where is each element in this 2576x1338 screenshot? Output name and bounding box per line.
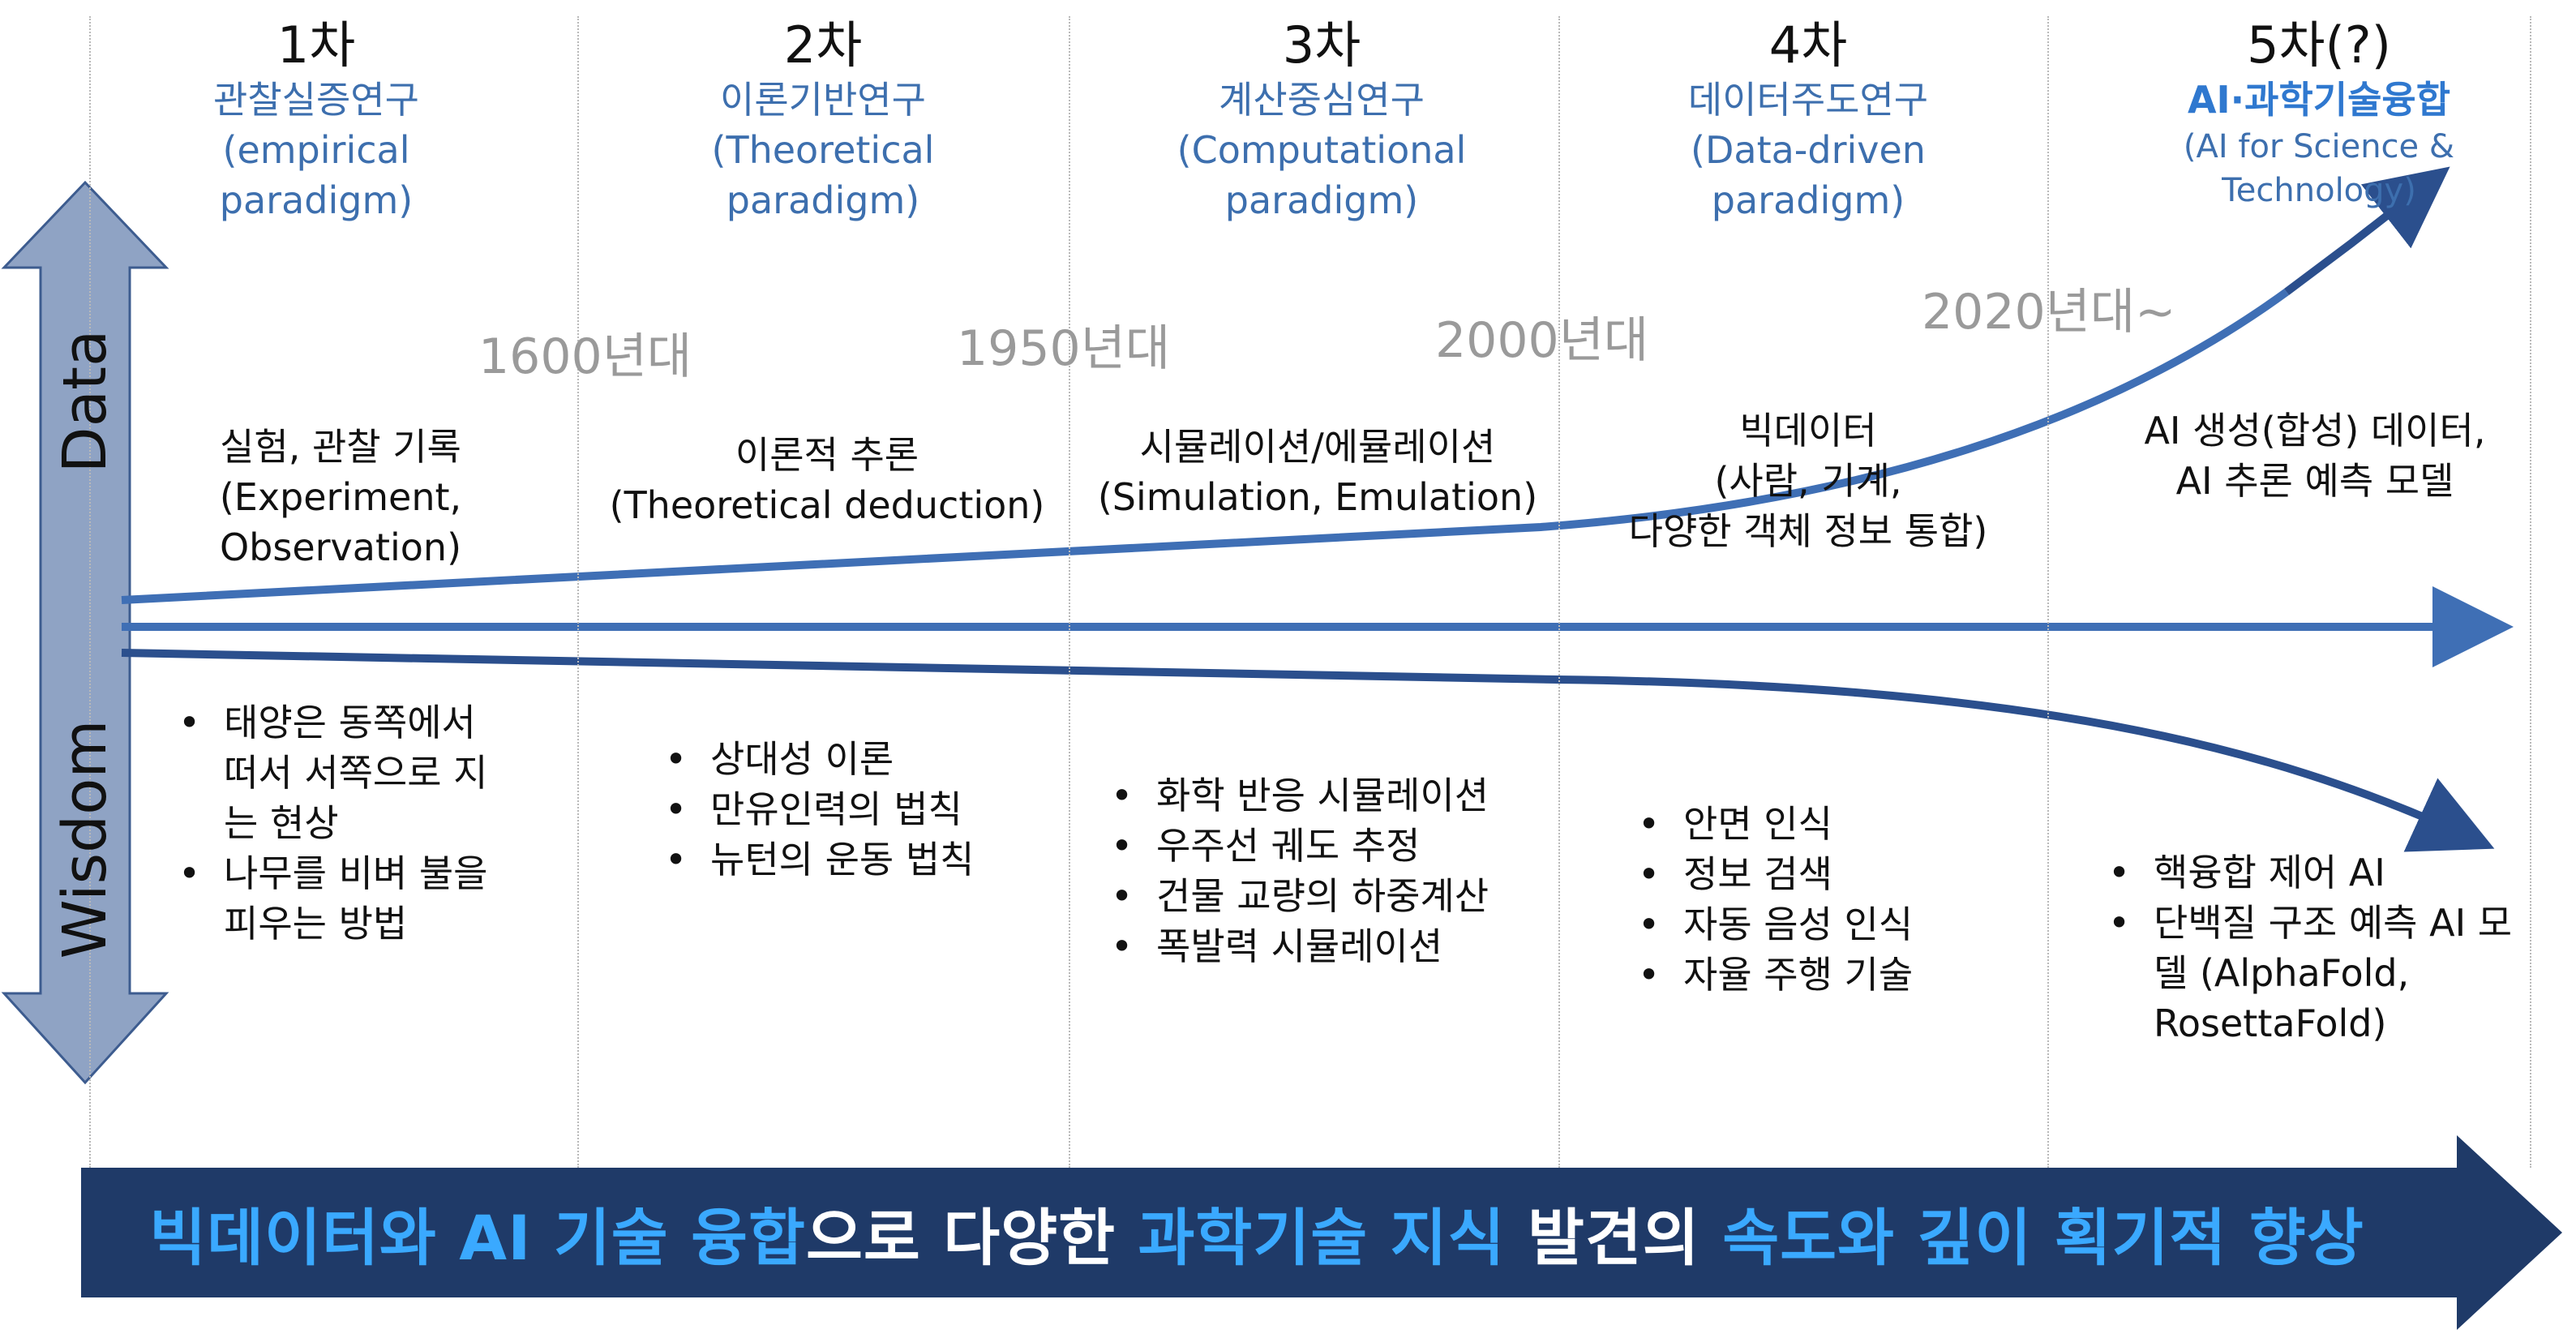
wisdom-trend-arrow — [121, 649, 2495, 852]
year-label: 1950년대 — [957, 320, 1171, 377]
era-number: 3차 — [1282, 15, 1361, 75]
example-item: 나무를 비벼 불을 피우는 방법 — [178, 848, 519, 949]
method-line: 이론적 추론 — [735, 433, 919, 477]
era-header-3: 3차 계산중심연구 (Computational paradigm) — [1095, 16, 1549, 225]
example-item: 상대성 이론 — [665, 734, 1038, 784]
data-trend-arrow — [121, 288, 2289, 604]
method-line: AI 추론 예측 모델 — [2175, 459, 2454, 503]
method-line: 빅데이터 — [1739, 409, 1877, 452]
method-line: 다양한 객체 정보 통합) — [1628, 509, 1988, 553]
era-number: 4차 — [1768, 15, 1848, 75]
era-header-5: 5차(?) AI·과학기술융합 (AI for Science & Techno… — [2108, 16, 2530, 212]
example-item: 자동 음성 인식 — [1638, 899, 2019, 950]
example-item: 우주선 궤도 추정 — [1111, 821, 1549, 871]
era-number: 1차 — [276, 15, 356, 75]
era-number: 2차 — [783, 15, 863, 75]
example-item: 안면 인식 — [1638, 799, 2019, 849]
example-item: 만유인력의 법칙 — [665, 784, 1038, 834]
example-list-1: 태양은 동쪽에서 떠서 서쪽으로 지는 현상 나무를 비벼 불을 피우는 방법 — [178, 697, 519, 949]
era-name-en: (Theoretical — [711, 128, 935, 172]
era-name-ko: 데이터주도연구 — [1687, 78, 1929, 122]
era-name-en: (Computational — [1177, 128, 1467, 172]
example-item: 정보 검색 — [1638, 849, 2019, 899]
era-name-en: paradigm) — [726, 178, 920, 222]
method-line: Observation) — [219, 525, 462, 569]
era-name-ko: 관찰실증연구 — [213, 78, 419, 122]
example-item: 화학 반응 시뮬레이션 — [1111, 770, 1549, 821]
example-item: 태양은 동쪽에서 떠서 서쪽으로 지는 현상 — [178, 697, 519, 848]
example-item: 폭발력 시뮬레이션 — [1111, 921, 1549, 971]
separator — [1069, 16, 1070, 1168]
era-name-en: paradigm) — [1224, 178, 1419, 222]
example-item: 건물 교량의 하중계산 — [1111, 871, 1549, 921]
era-name-ko: AI·과학기술융합 — [2187, 78, 2451, 122]
axis-label-data: Data — [50, 329, 120, 474]
method-line: (Experiment, — [219, 475, 462, 519]
banner-text-plain: 발견의 — [1505, 1202, 1723, 1274]
method-line: (Theoretical deduction) — [609, 483, 1045, 527]
era-name-en: Technology) — [2222, 172, 2416, 209]
separator — [2047, 16, 2049, 1168]
banner-highlight: 빅데이터와 AI 기술 융합 — [149, 1202, 806, 1274]
era-header-2: 2차 이론기반연구 (Theoretical paradigm) — [620, 16, 1026, 225]
method-block-4: 빅데이터 (사람, 기계, 다양한 객체 정보 통합) — [1597, 405, 2019, 556]
year-label: 1600년대 — [478, 328, 692, 385]
example-item: 단백질 구조 예측 AI 모델 (AlphaFold, RosettaFold) — [2108, 898, 2514, 1049]
era-name-en: (Data-driven — [1691, 128, 1926, 172]
example-item: 자율 주행 기술 — [1638, 950, 2019, 1000]
method-line: 시뮬레이션/에뮬레이션 — [1139, 425, 1496, 469]
era-name-en: (empirical — [222, 128, 410, 172]
separator — [1558, 16, 1560, 1168]
banner-text: 빅데이터와 AI 기술 융합 으로 다양한 과학기술 지식 발견의 속도와 깊이… — [81, 1151, 2432, 1314]
era-name-ko: 계산중심연구 — [1219, 78, 1425, 122]
banner-highlight: 속도와 깊이 획기적 향상 — [1722, 1202, 2364, 1274]
example-item: 핵융합 제어 AI — [2108, 847, 2514, 898]
banner-text-plain: 으로 다양한 — [805, 1202, 1138, 1274]
year-label: 2020년대~ — [1922, 284, 2176, 341]
banner-highlight: 과학기술 지식 — [1138, 1202, 1506, 1274]
method-line: AI 생성(합성) 데이터, — [2144, 409, 2486, 452]
example-item: 뉴턴의 운동 법칙 — [665, 834, 1038, 885]
era-header-4: 4차 데이터주도연구 (Data-driven paradigm) — [1605, 16, 2011, 225]
year-label: 2000년대 — [1435, 312, 1649, 369]
era-name-en: (AI for Science & — [2183, 128, 2455, 165]
separator — [89, 16, 91, 1168]
method-block-5: AI 생성(합성) 데이터, AI 추론 예측 모델 — [2088, 405, 2542, 506]
era-name-en: paradigm) — [1711, 178, 1905, 222]
era-number: 5차(?) — [2247, 15, 2391, 75]
data-wisdom-axis-arrow — [1, 180, 169, 1085]
method-line: 실험, 관찰 기록 — [220, 425, 461, 469]
method-block-1: 실험, 관찰 기록 (Experiment, Observation) — [130, 422, 551, 573]
era-name-ko: 이론기반연구 — [720, 78, 926, 122]
example-list-4: 안면 인식 정보 검색 자동 음성 인식 자율 주행 기술 — [1638, 799, 2019, 1000]
method-block-2: 이론적 추론 (Theoretical deduction) — [592, 430, 1062, 530]
method-line: (사람, 기계, — [1714, 459, 1902, 503]
method-block-3: 시뮬레이션/에뮬레이션 (Simulation, Emulation) — [1074, 422, 1561, 522]
example-list-5: 핵융합 제어 AI 단백질 구조 예측 AI 모델 (AlphaFold, Ro… — [2108, 847, 2514, 1049]
example-list-3: 화학 반응 시뮬레이션 우주선 궤도 추정 건물 교량의 하중계산 폭발력 시뮬… — [1111, 770, 1549, 971]
separator — [2530, 16, 2531, 1168]
banner-arrow-shape — [81, 1135, 2562, 1330]
example-list-2: 상대성 이론 만유인력의 법칙 뉴턴의 운동 법칙 — [665, 734, 1038, 885]
separator — [577, 16, 579, 1168]
era-name-en: paradigm) — [219, 178, 414, 222]
method-line: (Simulation, Emulation) — [1097, 475, 1538, 519]
era-header-1: 1차 관찰실증연구 (empirical paradigm) — [114, 16, 519, 225]
axis-label-wisdom: Wisdom — [50, 719, 120, 959]
